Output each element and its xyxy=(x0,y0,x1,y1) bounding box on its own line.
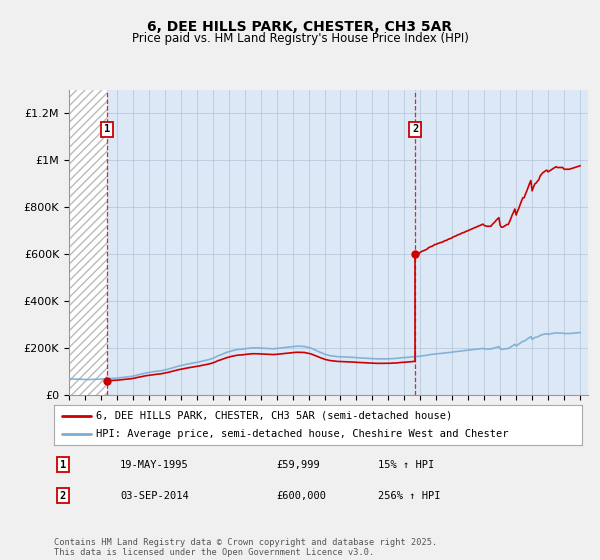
Text: 15% ↑ HPI: 15% ↑ HPI xyxy=(378,460,434,470)
Text: £59,999: £59,999 xyxy=(276,460,320,470)
Text: 1: 1 xyxy=(104,124,110,134)
Text: 6, DEE HILLS PARK, CHESTER, CH3 5AR: 6, DEE HILLS PARK, CHESTER, CH3 5AR xyxy=(148,20,452,34)
Text: 256% ↑ HPI: 256% ↑ HPI xyxy=(378,491,440,501)
Text: Price paid vs. HM Land Registry's House Price Index (HPI): Price paid vs. HM Land Registry's House … xyxy=(131,32,469,45)
Text: HPI: Average price, semi-detached house, Cheshire West and Chester: HPI: Average price, semi-detached house,… xyxy=(96,430,509,439)
Text: 03-SEP-2014: 03-SEP-2014 xyxy=(120,491,189,501)
Text: Contains HM Land Registry data © Crown copyright and database right 2025.
This d: Contains HM Land Registry data © Crown c… xyxy=(54,538,437,557)
Text: 6, DEE HILLS PARK, CHESTER, CH3 5AR (semi-detached house): 6, DEE HILLS PARK, CHESTER, CH3 5AR (sem… xyxy=(96,411,452,421)
Text: 2: 2 xyxy=(60,491,66,501)
Text: £600,000: £600,000 xyxy=(276,491,326,501)
Text: 2: 2 xyxy=(412,124,418,134)
Text: 1: 1 xyxy=(60,460,66,470)
Text: 19-MAY-1995: 19-MAY-1995 xyxy=(120,460,189,470)
